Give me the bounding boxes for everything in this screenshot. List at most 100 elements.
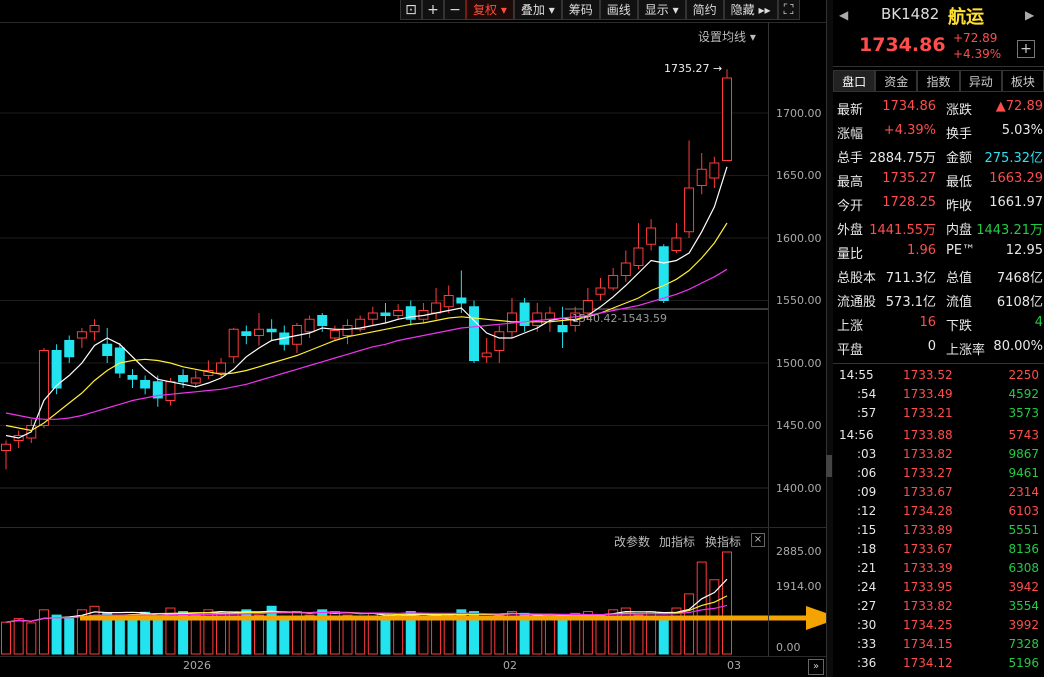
chips-button[interactable]: 筹码: [561, 0, 600, 20]
volume-bar: [165, 607, 176, 655]
quote-row: 量比 1.96 PE™ 12.95: [837, 240, 1043, 264]
tick-volume: 5196: [1008, 656, 1039, 670]
volume-bar: [557, 618, 568, 655]
tick-row: :09 1733.67 2314: [833, 483, 1044, 502]
candle-body: [140, 380, 151, 389]
tab-yidong[interactable]: 异动: [959, 70, 1002, 92]
x-tick-mar: 03: [727, 659, 741, 672]
quote-value: 1735.27: [882, 171, 936, 186]
tick-time: :54: [857, 387, 877, 401]
tick-time: :15: [857, 523, 877, 537]
tab-zhishu[interactable]: 指数: [917, 70, 960, 92]
volume-bar: [291, 611, 302, 655]
set-ma-label: 设置均线: [698, 30, 747, 44]
quote-row: 涨幅 +4.39% 换手 5.03%: [837, 120, 1043, 144]
candle-body: [253, 328, 264, 336]
volume-bar: [329, 611, 340, 655]
tick-price: 1733.27: [903, 466, 953, 480]
volume-bar: [304, 614, 315, 655]
tick-row: :54 1733.49 4592: [833, 385, 1044, 404]
volume-bar: [152, 618, 163, 655]
quote-row: 流通股 573.1亿 流值 6108亿: [837, 288, 1043, 312]
volume-bar: [76, 609, 87, 655]
candle-body: [595, 287, 606, 295]
tick-volume: 3942: [1008, 580, 1039, 594]
tick-volume: 5551: [1008, 523, 1039, 537]
tick-time: :03: [857, 447, 877, 461]
set-ma-button[interactable]: 设置均线 ▾: [698, 30, 756, 44]
quote-value: ▲72.89: [995, 99, 1043, 114]
quote-label: 总值: [946, 271, 973, 286]
quote-row: 外盘 1441.55万 内盘 1443.21万: [837, 216, 1043, 240]
kline-chart-pane[interactable]: ⊡ + − 复权 ▾ 叠加 ▾ 筹码 画线 显示 ▾ 简约 隐藏 ▸▸ ⛶ 设置…: [0, 0, 826, 677]
change-params-button[interactable]: 改参数: [614, 535, 651, 549]
candle-body: [190, 377, 201, 384]
switch-indicator-button[interactable]: 换指标: [705, 535, 742, 549]
candle-body: [152, 381, 163, 399]
quote-value: 573.1亿: [885, 295, 936, 310]
fullscreen-icon[interactable]: ⛶: [777, 0, 800, 20]
scroll-right-icon[interactable]: »: [808, 659, 824, 675]
candle-body: [684, 187, 695, 233]
tick-volume: 8136: [1008, 542, 1039, 556]
range-label: 1540.42-1543.59: [572, 312, 667, 325]
candle-body: [178, 375, 189, 383]
quote-label: PE™: [946, 243, 976, 258]
volume-bar: [658, 618, 669, 655]
zoom-out-icon[interactable]: −: [444, 0, 466, 20]
tick-volume: 7328: [1008, 637, 1039, 651]
price-tick-1700: 1700.00: [776, 107, 822, 120]
tick-row: :18 1733.67 8136: [833, 540, 1044, 559]
tick-time: 14:55: [839, 368, 874, 382]
tick-row: 14:55 1733.52 2250: [833, 366, 1044, 385]
quote-value: +4.39%: [883, 123, 936, 138]
simple-button[interactable]: 简约: [685, 0, 724, 20]
fuquan-button[interactable]: 复权 ▾: [466, 0, 514, 20]
quote-value: 1728.25: [882, 195, 936, 210]
splitter-handle-icon[interactable]: [826, 455, 832, 477]
zoom-in-icon[interactable]: +: [422, 0, 444, 20]
tab-bankuai[interactable]: 板块: [1001, 70, 1044, 92]
volume-bar: [456, 609, 467, 655]
price-axis-line: [768, 22, 769, 657]
hide-button[interactable]: 隐藏 ▸▸: [723, 0, 778, 20]
tab-pankou[interactable]: 盘口: [833, 70, 876, 92]
quote-label: 内盘: [946, 223, 973, 238]
candle-body: [481, 352, 492, 358]
candle-body: [367, 312, 378, 320]
quote-label: 昨收: [946, 199, 973, 214]
tick-row: :12 1734.28 6103: [833, 502, 1044, 521]
draw-line-button[interactable]: 画线: [599, 0, 638, 20]
lock-icon[interactable]: ⊡: [400, 0, 422, 20]
tick-time: :24: [857, 580, 877, 594]
tick-price: 1733.67: [903, 485, 953, 499]
tick-volume: 6103: [1008, 504, 1039, 518]
volume-bar: [443, 614, 454, 655]
candle-body: [380, 312, 391, 316]
volume-bar: [266, 605, 277, 655]
tick-row: :24 1733.95 3942: [833, 578, 1044, 597]
quote-row: 今开 1728.25 昨收 1661.97: [837, 192, 1043, 216]
tick-time: :36: [857, 656, 877, 670]
candle-body: [266, 328, 277, 333]
add-indicator-button[interactable]: 加指标: [659, 535, 696, 549]
volume-bar: [190, 614, 201, 655]
volume-bar: [127, 616, 138, 655]
candle-body: [532, 312, 543, 326]
quote-value: 2884.75万: [869, 151, 936, 166]
display-button[interactable]: 显示 ▾: [637, 0, 686, 20]
prev-stock-icon[interactable]: ◀: [839, 8, 849, 22]
quote-value: 4: [1034, 315, 1043, 330]
candle-body: [89, 325, 100, 333]
volume-bar: [241, 609, 252, 655]
volume-bar: [494, 614, 505, 655]
add-watchlist-icon[interactable]: +: [1017, 40, 1035, 58]
candle-body: [38, 350, 49, 426]
quote-value: 1661.97: [989, 195, 1043, 210]
tab-zijin[interactable]: 资金: [875, 70, 918, 92]
overlay-button[interactable]: 叠加 ▾: [513, 0, 562, 20]
volume-bar: [38, 609, 49, 655]
quote-row: 总股本 711.3亿 总值 7468亿: [837, 264, 1043, 288]
close-indicator-icon[interactable]: ×: [751, 533, 765, 547]
next-stock-icon[interactable]: ▶: [1025, 8, 1035, 22]
